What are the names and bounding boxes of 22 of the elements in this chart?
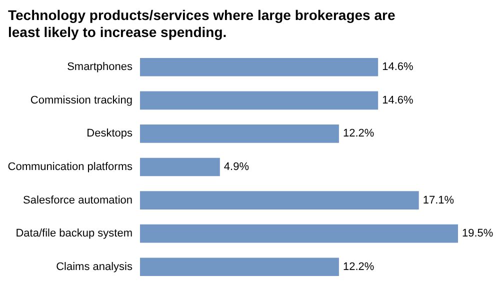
bar [140,224,458,243]
bar [140,91,378,110]
y-tick-label: Data/file backup system [16,228,132,240]
y-tick-label: Desktops [86,128,133,140]
bar [140,258,339,276]
data-label: 12.2% [342,260,374,273]
data-label: 4.9% [224,161,250,173]
bar [140,191,419,210]
data-label: 14.6% [382,94,414,106]
chart-title: Technology products/services where large brokerages are least likely to increase spending. [8,7,396,40]
y-tick-label: Commission tracking [30,94,132,106]
y-tick-label: Claims analysis [56,260,133,273]
y-tick-label: Communication platforms [8,161,133,173]
bar [140,58,378,76]
bar [140,124,339,143]
data-label: 19.5% [462,228,494,240]
y-tick-label: Smartphones [67,61,133,74]
bar [140,158,220,176]
data-label: 12.2% [342,128,374,140]
y-tick-label: Salesforce automation [23,194,132,206]
data-label: 17.1% [422,194,454,206]
data-label: 14.6% [382,61,414,74]
